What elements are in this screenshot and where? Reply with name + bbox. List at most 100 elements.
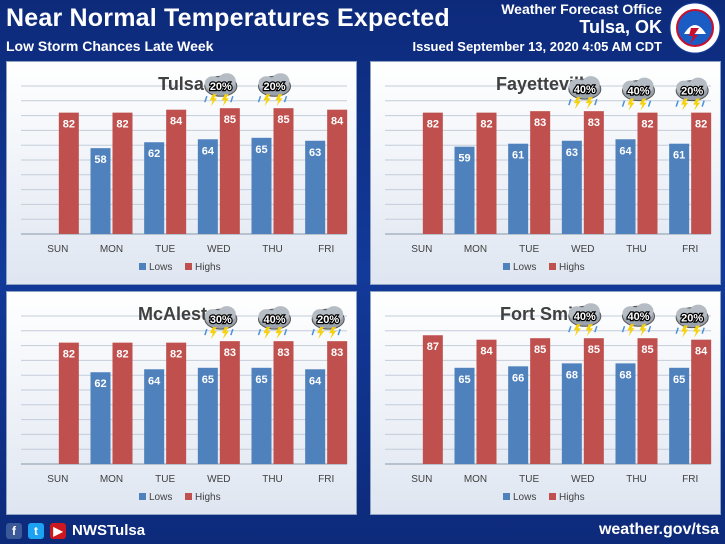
high-bar bbox=[637, 338, 658, 464]
storm-chance-label: 40% bbox=[627, 86, 649, 98]
footer: f t ▶ NWSTulsa weather.gov/tsa bbox=[0, 517, 725, 544]
category-label: WED bbox=[571, 474, 594, 485]
header: Near Normal Temperatures Expected Low St… bbox=[0, 0, 725, 58]
high-value-label: 85 bbox=[588, 344, 600, 356]
storm-chance-label: 20% bbox=[210, 81, 232, 93]
thunderstorm-icon: 40% bbox=[257, 306, 291, 340]
legend-swatch-highs bbox=[185, 263, 192, 270]
high-bar bbox=[112, 342, 133, 464]
facebook-icon[interactable]: f bbox=[6, 523, 22, 539]
low-value-label: 68 bbox=[566, 369, 578, 381]
low-bar bbox=[615, 139, 636, 234]
low-value-label: 61 bbox=[673, 150, 685, 162]
high-bar bbox=[530, 338, 551, 464]
chart-panel-2: McAlester 82 SUN 62 82 MON 64 82 TUE 65 83 WED 30% 65… bbox=[6, 291, 357, 515]
category-label: WED bbox=[207, 474, 230, 485]
low-value-label: 62 bbox=[94, 378, 106, 390]
high-value-label: 82 bbox=[116, 349, 128, 361]
low-bar bbox=[508, 366, 529, 464]
low-bar bbox=[305, 140, 326, 234]
high-value-label: 87 bbox=[427, 341, 439, 353]
legend-swatch-lows bbox=[503, 263, 510, 270]
low-value-label: 64 bbox=[309, 375, 322, 387]
category-label: TUE bbox=[155, 474, 175, 485]
social-handle[interactable]: NWSTulsa bbox=[72, 522, 146, 539]
low-bar bbox=[454, 367, 475, 464]
legend-label-highs: Highs bbox=[195, 492, 221, 503]
high-bar bbox=[166, 342, 187, 464]
thunderstorm-icon: 20% bbox=[204, 73, 238, 107]
high-bar bbox=[273, 108, 294, 234]
low-value-label: 65 bbox=[673, 374, 685, 386]
legend-label-lows: Lows bbox=[513, 492, 536, 503]
high-value-label: 85 bbox=[224, 114, 236, 126]
low-bar bbox=[251, 137, 272, 234]
category-label: THU bbox=[262, 244, 283, 255]
high-bar bbox=[327, 341, 348, 464]
thunderstorm-icon: 40% bbox=[568, 303, 602, 337]
chart-fort-smith: Fort Smith 87 SUN 65 84 MON 66 85 TUE 68 85 WED 40% 6… bbox=[385, 303, 712, 503]
low-bar bbox=[197, 139, 218, 234]
low-bar bbox=[508, 143, 529, 234]
category-label: THU bbox=[262, 474, 283, 485]
category-label: WED bbox=[571, 244, 594, 255]
youtube-icon[interactable]: ▶ bbox=[50, 523, 66, 539]
category-label: MON bbox=[100, 474, 123, 485]
low-bar bbox=[561, 140, 582, 234]
thunderstorm-icon: 30% bbox=[204, 306, 238, 340]
high-bar bbox=[422, 112, 443, 234]
high-bar bbox=[530, 111, 551, 234]
storm-chance-label: 40% bbox=[627, 311, 649, 323]
category-label: MON bbox=[464, 244, 487, 255]
high-bar bbox=[583, 111, 604, 234]
website-link[interactable]: weather.gov/tsa bbox=[598, 521, 719, 538]
high-value-label: 85 bbox=[277, 114, 289, 126]
storm-chance-label: 20% bbox=[263, 81, 285, 93]
category-label: FRI bbox=[682, 244, 698, 255]
high-value-label: 83 bbox=[588, 117, 600, 129]
high-value-label: 82 bbox=[63, 119, 75, 131]
legend-swatch-highs bbox=[549, 263, 556, 270]
legend-label-lows: Lows bbox=[513, 262, 536, 273]
chart-title: Tulsa bbox=[158, 74, 205, 94]
storm-chance-label: 30% bbox=[210, 314, 232, 326]
high-value-label: 82 bbox=[116, 119, 128, 131]
low-bar bbox=[561, 363, 582, 464]
high-bar bbox=[327, 109, 348, 234]
low-value-label: 64 bbox=[202, 145, 215, 157]
category-label: TUE bbox=[519, 244, 539, 255]
high-bar bbox=[476, 339, 497, 464]
high-value-label: 84 bbox=[331, 116, 344, 128]
high-value-label: 84 bbox=[695, 346, 708, 358]
legend-swatch-highs bbox=[549, 493, 556, 500]
legend-label-lows: Lows bbox=[149, 262, 172, 273]
chart-legend: Lows Highs bbox=[503, 492, 585, 503]
low-bar bbox=[90, 148, 111, 234]
page-title: Near Normal Temperatures Expected bbox=[6, 4, 450, 32]
low-value-label: 59 bbox=[458, 153, 470, 165]
legend-label-highs: Highs bbox=[195, 262, 221, 273]
category-label: WED bbox=[207, 244, 230, 255]
legend-swatch-lows bbox=[139, 493, 146, 500]
storm-chance-label: 40% bbox=[574, 84, 596, 96]
chart-legend: Lows Highs bbox=[139, 492, 221, 503]
low-bar bbox=[197, 367, 218, 464]
high-value-label: 83 bbox=[534, 117, 546, 129]
thunderstorm-icon: 40% bbox=[621, 303, 655, 337]
low-value-label: 65 bbox=[255, 144, 267, 156]
low-bar bbox=[615, 363, 636, 464]
thunderstorm-icon: 20% bbox=[675, 304, 709, 338]
category-label: THU bbox=[626, 474, 647, 485]
twitter-icon[interactable]: t bbox=[28, 523, 44, 539]
office-name: Weather Forecast Office bbox=[501, 1, 662, 17]
thunderstorm-icon: 40% bbox=[568, 76, 602, 110]
office-city: Tulsa, OK bbox=[579, 17, 662, 37]
category-label: FRI bbox=[318, 474, 334, 485]
high-bar bbox=[476, 112, 497, 234]
high-value-label: 82 bbox=[170, 349, 182, 361]
low-value-label: 68 bbox=[619, 369, 631, 381]
chart-mcalester: McAlester 82 SUN 62 82 MON 64 82 TUE 65 83 WED 30% 65… bbox=[21, 304, 348, 503]
low-bar bbox=[669, 367, 690, 464]
high-value-label: 82 bbox=[641, 119, 653, 131]
high-bar bbox=[273, 341, 294, 464]
